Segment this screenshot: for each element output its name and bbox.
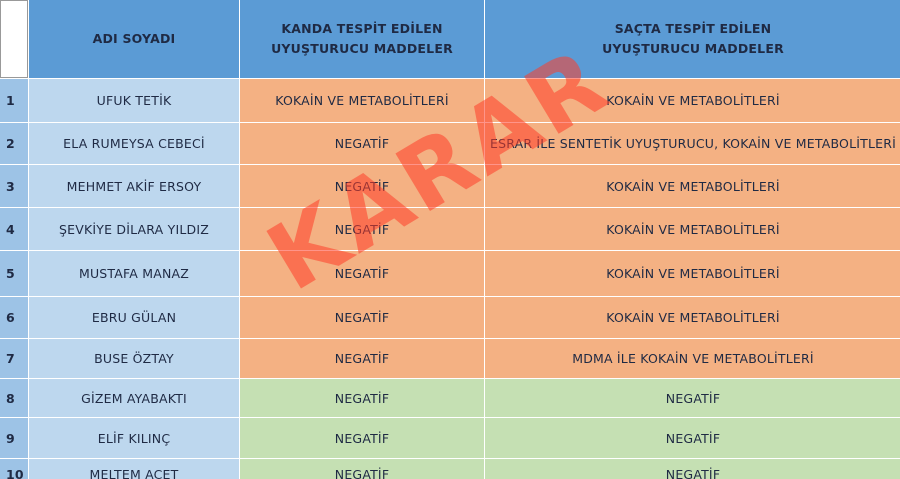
name-cell: ELİF KILINÇ (29, 418, 239, 458)
blood-cell: NEGATİF (240, 379, 484, 417)
blood-cell: NEGATİF (240, 208, 484, 250)
blood-cell: NEGATİF (240, 297, 484, 338)
row-index: 9 (0, 418, 28, 458)
name-cell: EBRU GÜLAN (29, 297, 239, 338)
hair-cell: KOKAİN VE METABOLİTLERİ (485, 79, 900, 122)
header-text: ADI SOYADI (92, 31, 176, 46)
row-index: 4 (0, 208, 28, 250)
header-hair: SAÇTA TESPİT EDİLEN UYUŞTURUCU MADDELER (485, 0, 900, 78)
hair-cell: NEGATİF (485, 418, 900, 458)
hair-cell: ESRAR İLE SENTETİK UYUŞTURUCU, KOKAİN VE… (485, 123, 900, 164)
row-index: 2 (0, 123, 28, 164)
name-cell: GİZEM AYABAKTI (29, 379, 239, 417)
name-cell: UFUK TETİK (29, 79, 239, 122)
name-cell: MELTEM ACET (29, 459, 239, 479)
hair-cell: NEGATİF (485, 379, 900, 417)
name-cell: MEHMET AKİF ERSOY (29, 165, 239, 207)
blood-cell: NEGATİF (240, 123, 484, 164)
hair-cell: KOKAİN VE METABOLİTLERİ (485, 251, 900, 296)
header-text: SAÇTA TESPİT EDİLEN (614, 21, 772, 36)
hair-cell: KOKAİN VE METABOLİTLERİ (485, 165, 900, 207)
blood-cell: NEGATİF (240, 418, 484, 458)
hair-cell: KOKAİN VE METABOLİTLERİ (485, 297, 900, 338)
row-index: 3 (0, 165, 28, 207)
row-index: 10 (0, 459, 28, 479)
blood-cell: NEGATİF (240, 339, 484, 378)
row-index: 1 (0, 79, 28, 122)
header-blood: KANDA TESPİT EDİLEN UYUŞTURUCU MADDELER (240, 0, 484, 78)
blood-cell: NEGATİF (240, 459, 484, 479)
blood-cell: NEGATİF (240, 251, 484, 296)
name-cell: ŞEVKİYE DİLARA YILDIZ (29, 208, 239, 250)
header-text: UYUŞTURUCU MADDELER (602, 41, 784, 56)
header-text: KANDA TESPİT EDİLEN (281, 21, 443, 36)
blood-cell: NEGATİF (240, 165, 484, 207)
corner-cell (0, 0, 28, 78)
header-text: UYUŞTURUCU MADDELER (271, 41, 453, 56)
blood-cell: KOKAİN VE METABOLİTLERİ (240, 79, 484, 122)
name-cell: BUSE ÖZTAY (29, 339, 239, 378)
name-cell: MUSTAFA MANAZ (29, 251, 239, 296)
hair-cell: KOKAİN VE METABOLİTLERİ (485, 208, 900, 250)
row-index: 6 (0, 297, 28, 338)
row-index: 5 (0, 251, 28, 296)
header-name: ADI SOYADI (29, 0, 239, 78)
row-index: 7 (0, 339, 28, 378)
hair-cell: NEGATİF (485, 459, 900, 479)
hair-cell: MDMA İLE KOKAİN VE METABOLİTLERİ (485, 339, 900, 378)
name-cell: ELA RUMEYSA CEBECİ (29, 123, 239, 164)
row-index: 8 (0, 379, 28, 417)
